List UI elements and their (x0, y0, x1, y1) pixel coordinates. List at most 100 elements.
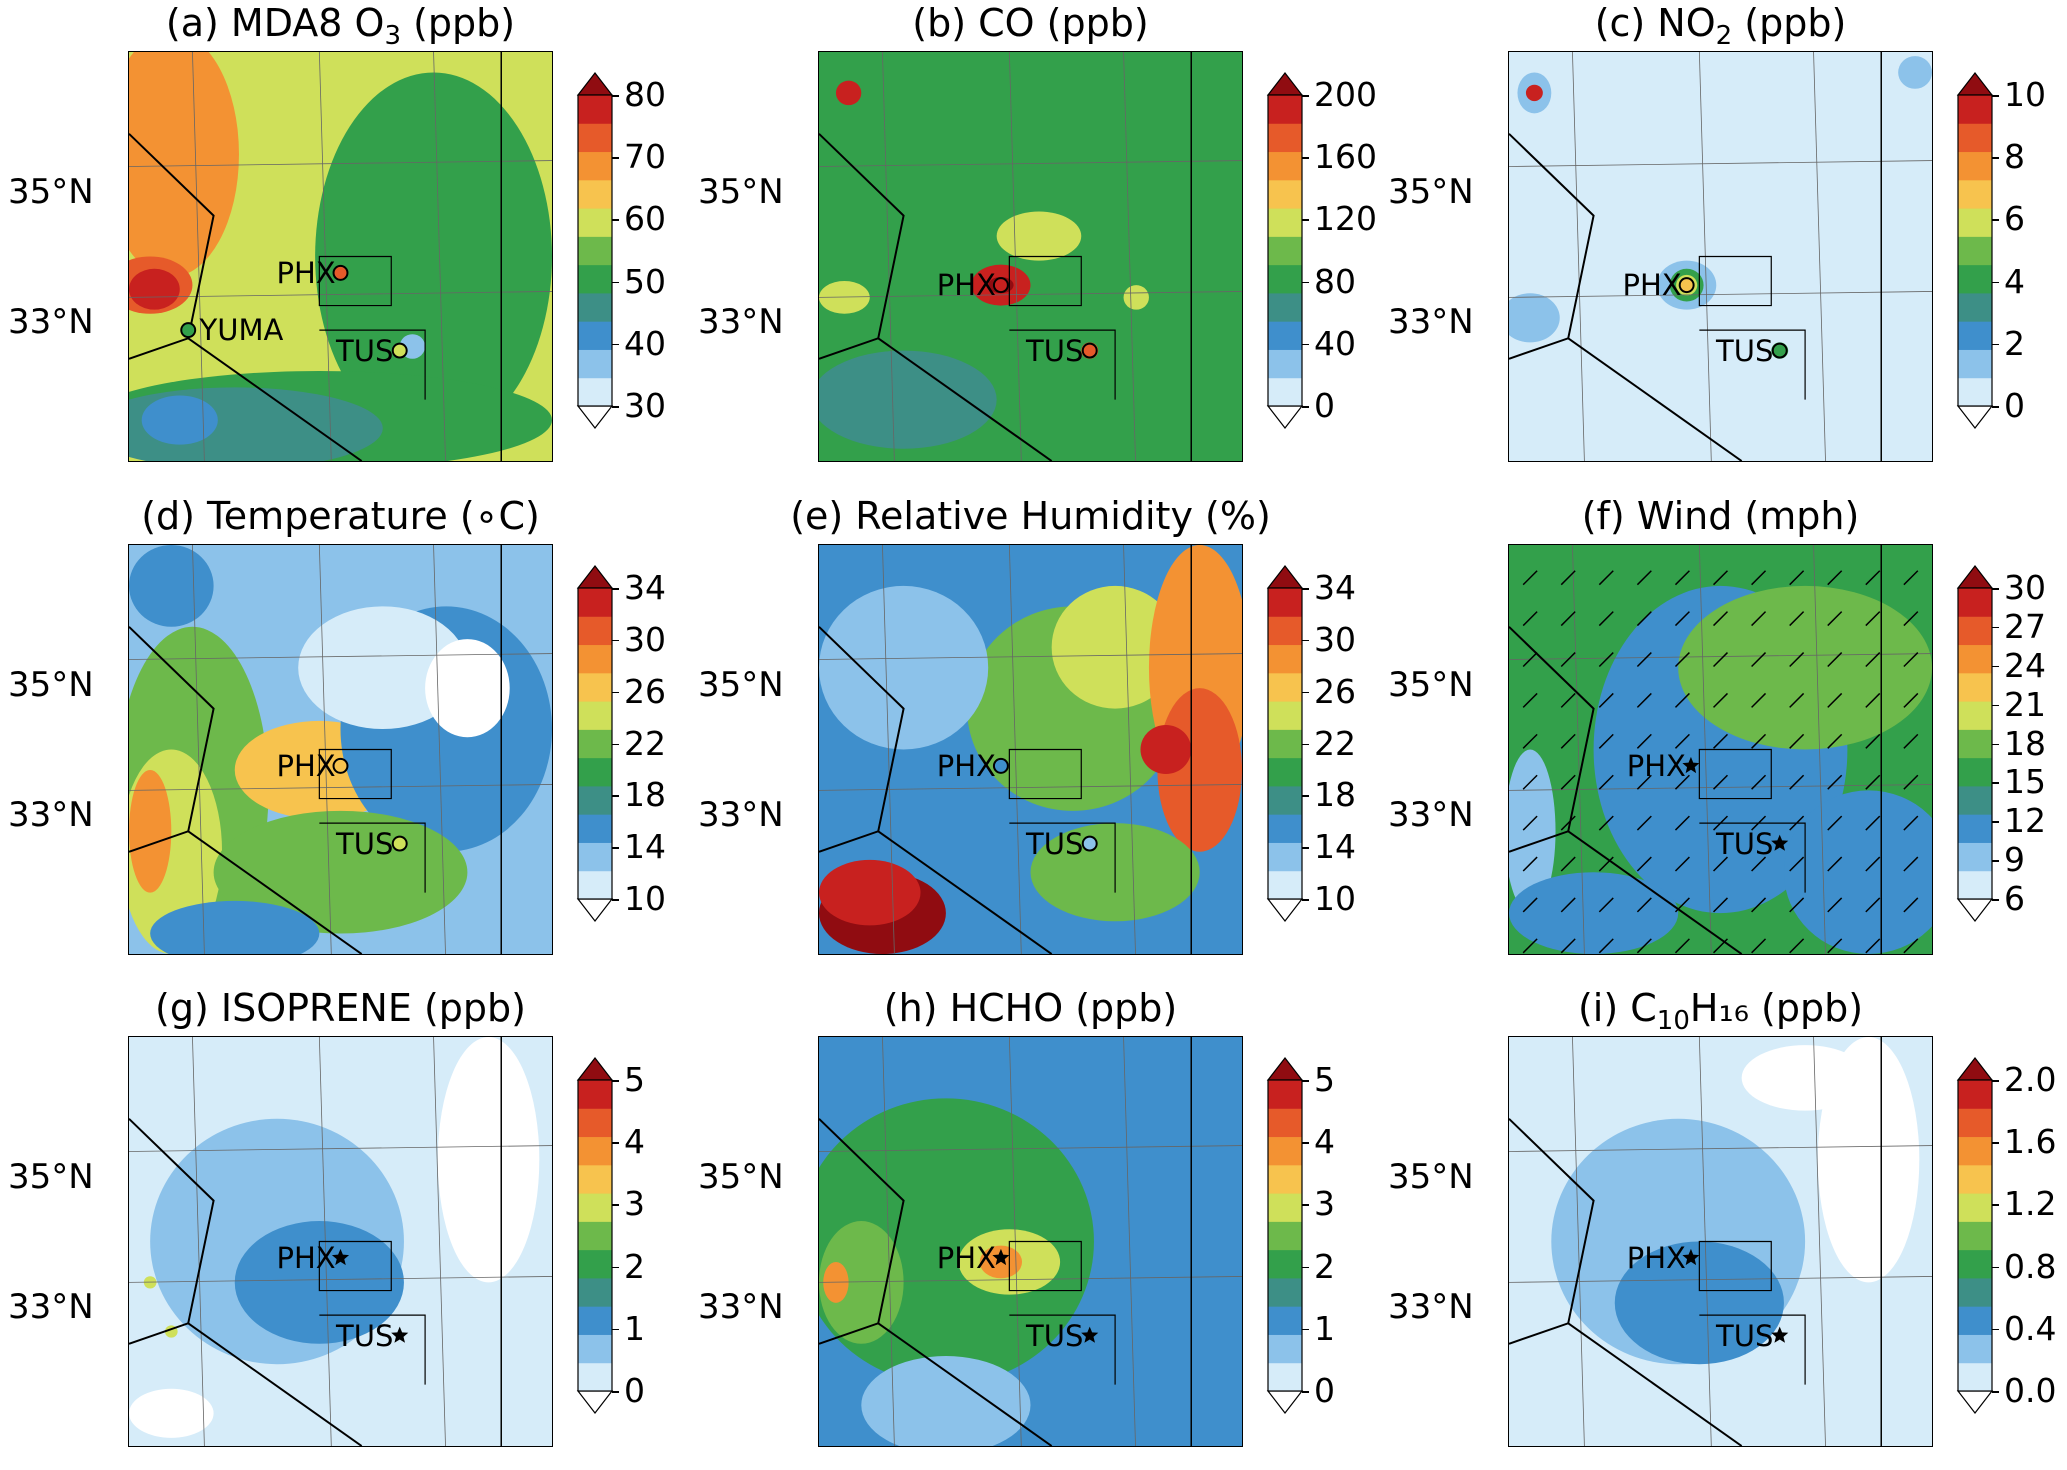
site-label-tus: TUS (1026, 334, 1084, 369)
colorbar (1956, 565, 1994, 922)
parallel-line (129, 160, 552, 167)
colorbar-segment (1958, 321, 1992, 350)
colorbar-segment (578, 292, 612, 322)
colorbar-canvas (576, 72, 614, 429)
wind-arrow (1560, 611, 1576, 627)
colorbar-segment (1268, 757, 1302, 787)
wind-arrow (1903, 815, 1919, 831)
colorbar-tick-mark (1302, 1080, 1309, 1082)
wind-arrow (1789, 774, 1805, 790)
map-a (128, 51, 553, 462)
wind-arrow (1903, 652, 1919, 668)
wind-arrow (1827, 815, 1843, 831)
colorbar-segment (1958, 292, 1992, 322)
colorbar-tick-mark (612, 847, 619, 849)
meridian-line (1123, 545, 1136, 954)
field-region (437, 1037, 540, 1283)
colorbar-tick-mark (1992, 406, 1999, 408)
wind-arrow (1560, 733, 1576, 749)
colorbar-tick-mark (612, 1080, 619, 1082)
wind-arrow (1560, 856, 1576, 872)
colorbar-tick-mark (612, 157, 619, 159)
wind-arrow (1522, 897, 1538, 913)
colorbar-segment (1958, 236, 1992, 266)
site-star-tus (1771, 1326, 1789, 1343)
wind-arrow (1903, 611, 1919, 627)
border-line (877, 337, 1053, 461)
colorbar-segment (578, 729, 612, 759)
colorbar-tick-mark (612, 795, 619, 797)
site-marker-tus (1081, 835, 1098, 852)
colorbar-extend-top (1956, 565, 1994, 589)
parallel-line (1509, 784, 1932, 791)
state-border (129, 626, 215, 853)
wind-arrow (1789, 815, 1805, 831)
wind-arrow (1598, 938, 1614, 954)
wind-arrow (1751, 856, 1767, 872)
panel-a: (a) MDA8 O3 (ppb) 35°N 33°N PHX YUMA TUS 80 70 6… (0, 0, 690, 485)
colorbar-segment (578, 95, 612, 124)
wind-arrow (1865, 570, 1881, 586)
site-label-tus: TUS (1026, 827, 1084, 862)
colorbar-tick-label: 40 (624, 323, 666, 363)
wind-arrow (1751, 815, 1767, 831)
colorbar-canvas (1266, 565, 1304, 922)
wind-arrow (1560, 570, 1576, 586)
county-border (1009, 329, 1116, 400)
wind-arrow (1827, 897, 1843, 913)
colorbar-segment (1268, 870, 1302, 900)
colorbar-tick-mark (1302, 691, 1309, 694)
colorbar-segment (1958, 1164, 1992, 1194)
meridian-line (1123, 1037, 1136, 1446)
colorbar (1956, 1057, 1994, 1414)
county-border (1008, 748, 1082, 800)
colorbar-segment (1958, 1334, 1992, 1364)
colorbar-tick-label: 0.4 (2004, 1308, 2057, 1348)
latitude-label: 35°N (8, 1157, 94, 1197)
colorbar-segment (1958, 264, 1992, 294)
latitude-label: 35°N (698, 665, 784, 705)
county-border (1698, 1240, 1772, 1292)
wind-arrow (1598, 570, 1614, 586)
parallel-line (1509, 291, 1932, 298)
wind-arrow (1522, 733, 1538, 749)
colorbar-segment (578, 151, 612, 181)
colorbar-tick-label: 24 (2004, 645, 2046, 685)
site-label-tus: TUS (1716, 334, 1774, 369)
map-h (818, 1036, 1243, 1447)
state-border (1509, 1118, 1595, 1345)
wind-arrow (1713, 692, 1728, 708)
wind-arrow (1865, 692, 1881, 708)
colorbar-tick-mark (612, 743, 619, 745)
colorbar-extend-top (1266, 1057, 1304, 1081)
colorbar-segment (1958, 349, 1992, 379)
title-text: (d) Temperature ( (141, 494, 475, 538)
panel-title: (g) ISOPRENE (ppb) (98, 985, 583, 1031)
meridian-line (1813, 1037, 1826, 1446)
colorbar-tick-label: 2 (624, 1246, 645, 1286)
wind-arrow (1751, 897, 1767, 913)
title-text: (a) MDA8 O (165, 1, 385, 45)
colorbar-tick-mark (612, 95, 619, 97)
colorbar-segment (578, 1249, 612, 1279)
field-region (819, 1221, 904, 1344)
wind-arrow (1560, 938, 1576, 954)
wind-arrow (1598, 815, 1614, 831)
border-line (1567, 1322, 1743, 1446)
site-label-phx: PHX (936, 268, 996, 303)
field-region (996, 211, 1082, 261)
site-label-phx: PHX (276, 1240, 336, 1275)
colorbar-segment (578, 1080, 612, 1109)
site-star-phx (1682, 756, 1700, 774)
colorbar-segment (1268, 785, 1302, 815)
colorbar-segment (578, 208, 612, 237)
colorbar-tick-mark (1302, 219, 1309, 221)
colorbar-extend-top (1956, 72, 1994, 96)
colorbar-segment (578, 701, 612, 730)
colorbar-tick-mark (612, 1391, 619, 1393)
colorbar-tick-label: 70 (624, 137, 666, 177)
wind-arrow (1751, 652, 1767, 668)
county-border (318, 748, 392, 800)
colorbar-segment (578, 1334, 612, 1364)
meridian-line (1813, 52, 1826, 461)
